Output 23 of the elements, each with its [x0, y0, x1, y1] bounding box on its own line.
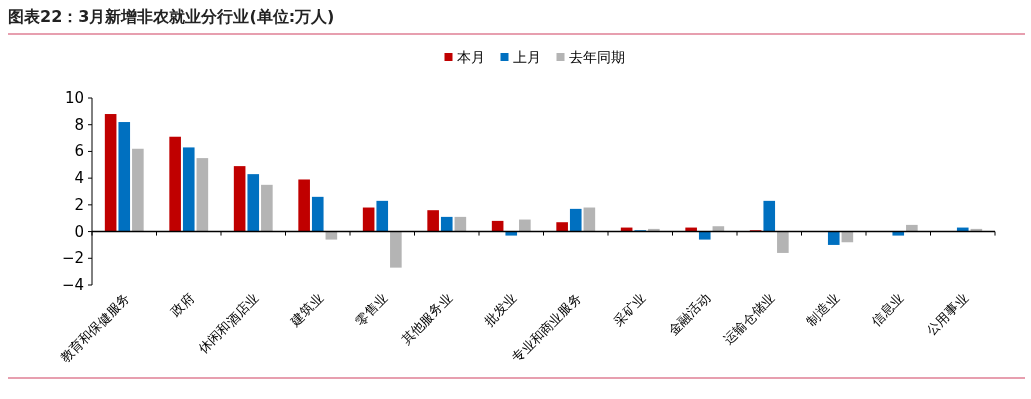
x-tick-label: 零售业 — [352, 290, 391, 329]
x-tick-label: 其他服务业 — [398, 290, 455, 348]
x-tick-label: 运输仓储业 — [720, 290, 778, 348]
x-tick-label: 公用事业 — [923, 290, 971, 338]
y-tick-label: 4 — [74, 169, 84, 188]
x-tick-label: 批发业 — [481, 290, 520, 329]
y-tick-label: 8 — [74, 115, 84, 134]
x-tick-label: 制造业 — [803, 290, 842, 329]
x-tick-label: 政府 — [167, 290, 197, 320]
legend-label: 去年同期 — [568, 49, 625, 65]
x-tick-label: 休闲和酒店业 — [195, 290, 262, 357]
y-tick-label: 10 — [64, 89, 84, 107]
x-tick-label: 建筑业 — [286, 290, 326, 330]
legend-label: 上月 — [512, 49, 541, 65]
chart-title: 图表22：3月新增非农就业分行业(单位:万人) — [8, 7, 335, 26]
y-tick-label: 0 — [74, 222, 84, 241]
legend-label: 本月 — [456, 49, 485, 65]
y-tick-label: 6 — [74, 142, 84, 161]
x-tick-label: 金融活动 — [665, 290, 713, 338]
x-tick-label: 采矿业 — [610, 290, 649, 329]
y-tick-label: 2 — [74, 195, 84, 214]
y-tick-label: −2 — [61, 249, 84, 268]
x-tick-label: 信息业 — [868, 290, 907, 329]
